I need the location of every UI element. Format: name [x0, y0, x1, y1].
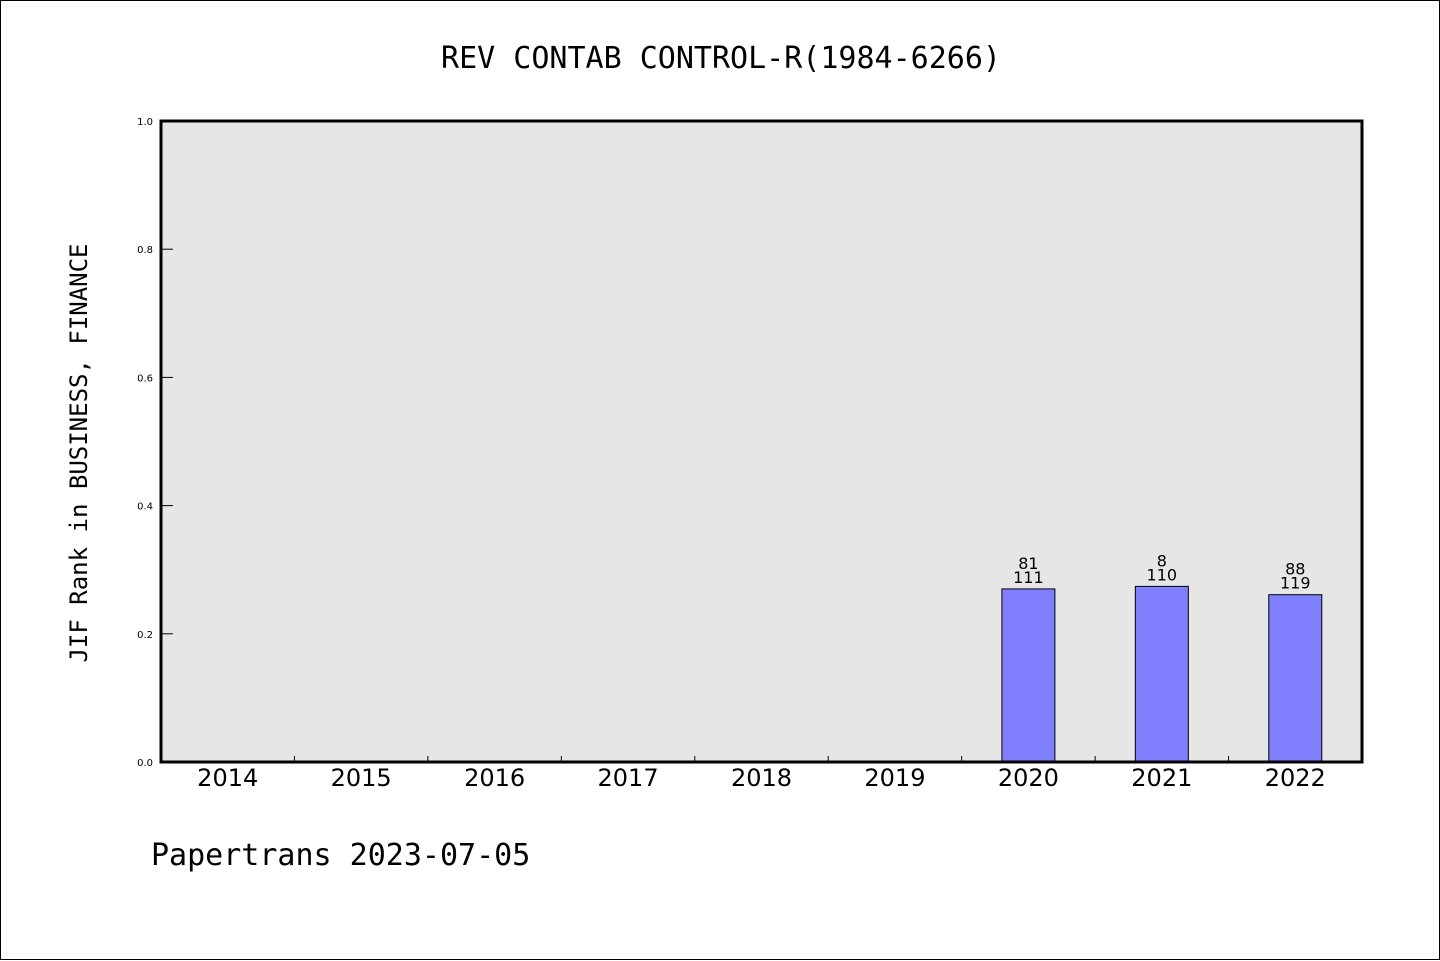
x-tick-label: 2020 [998, 764, 1059, 792]
y-tick-label: 0.4 [137, 502, 153, 513]
bar [1134, 585, 1189, 763]
bar-label-bottom: 119 [1280, 574, 1311, 593]
x-tick-label: 2019 [864, 764, 925, 792]
bar-label-bottom: 111 [1013, 568, 1044, 587]
chart-title: REV CONTAB CONTROL-R(1984-6266) [441, 41, 1001, 76]
bar [1001, 588, 1056, 763]
x-tick-label: 2018 [731, 764, 792, 792]
plot-border [159, 119, 1364, 764]
y-tick-label: 0.8 [137, 245, 153, 256]
x-tick-label: 2016 [464, 764, 525, 792]
y-tick-label: 1.0 [137, 117, 153, 128]
y-tick-label: 0.2 [137, 630, 153, 641]
y-axis-label: JIF Rank in BUSINESS, FINANCE [65, 243, 93, 662]
x-tick-label: 2022 [1265, 764, 1326, 792]
x-tick-label: 2017 [598, 764, 659, 792]
x-tick-label: 2014 [197, 764, 258, 792]
x-tick-label: 2015 [331, 764, 392, 792]
bar-label-bottom: 110 [1147, 565, 1178, 584]
bar-label-top: 88 [1285, 560, 1305, 579]
bar [1268, 594, 1323, 763]
x-tick-label: 2021 [1131, 764, 1192, 792]
footer-text: Papertrans 2023-07-05 [151, 838, 530, 873]
y-tick-label: 0.0 [137, 758, 153, 769]
ticks-layer: 0.0 0.2 0.4 0.6 0.8 1.0 2014 2015 2016 2017 2018 20… [137, 117, 1326, 792]
y-tick-label: 0.6 [137, 373, 153, 384]
bar-label-top: 81 [1018, 554, 1038, 573]
bar-label-top: 8 [1157, 551, 1167, 570]
